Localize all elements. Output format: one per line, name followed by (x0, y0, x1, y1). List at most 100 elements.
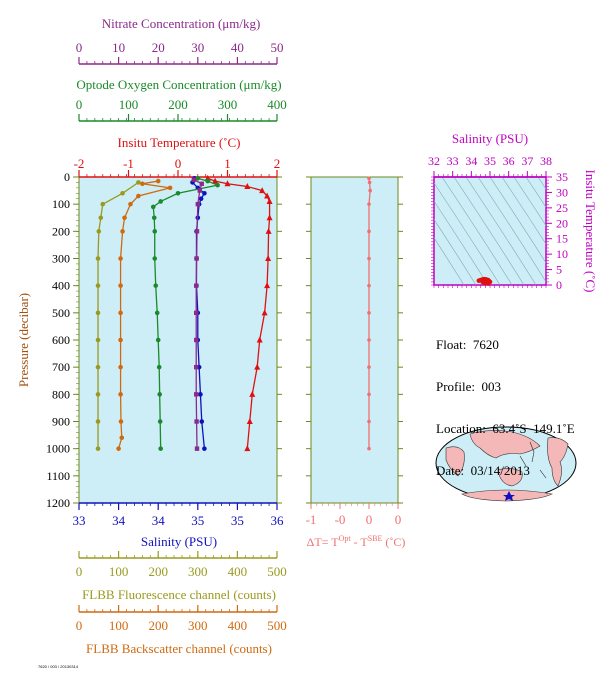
backscatter-data-point (118, 337, 123, 343)
oxygen-data-point (151, 215, 157, 221)
anomaly-tick-label: 0 (366, 512, 373, 527)
fluorescence-tick-label: 200 (148, 564, 168, 579)
figure-credit: 7620 / 003 / 20130314 (38, 664, 79, 669)
nitrate-data-point (191, 177, 197, 182)
backscatter-data-point (118, 310, 123, 316)
salinity-data-point (198, 196, 204, 202)
oxygen-data-point (175, 191, 181, 196)
pressure-tick-label: 100 (52, 197, 70, 211)
anomaly-data-point (367, 419, 371, 424)
pressure-tick-label: 400 (52, 279, 70, 293)
fluorescence-data-point (98, 215, 104, 221)
nitrate-data-point (199, 181, 204, 186)
temperature-data-point (244, 445, 251, 452)
fluorescence-tick-label: 500 (267, 564, 287, 579)
ts-temperature-title: Insitu Temperature (˚C) (583, 169, 598, 292)
fluorescence-tick-label: 100 (109, 564, 129, 579)
salinity-data-point (202, 191, 207, 196)
profile-number: Profile: 003 (436, 379, 501, 394)
pressure-tick-label: 200 (52, 224, 70, 238)
ts-data-point (480, 279, 485, 285)
temperature-data-point (249, 390, 256, 397)
oxygen-tick-label: 200 (168, 97, 188, 112)
anomaly-data-point (367, 365, 371, 369)
float-info-block: Float: 7620 Profile: 003 Location: 63.4˚… (436, 310, 575, 492)
ts-y-tick-label: 0 (556, 278, 562, 292)
nitrate-data-point (194, 392, 199, 397)
temperature-tick-label: -1 (123, 156, 134, 171)
fluorescence-tick-label: 300 (188, 564, 208, 579)
ts-density-contour (441, 177, 513, 285)
anomaly-data-point (367, 283, 371, 288)
backscatter-tick-label: 500 (267, 618, 287, 633)
oxygen-tick-label: 0 (76, 97, 83, 112)
float-id: Float: 7620 (436, 337, 499, 352)
salinity-axis-title: Salinity (PSU) (141, 534, 217, 549)
fluorescence-data-point (95, 419, 101, 424)
anomaly-data-point (367, 392, 371, 397)
temperature-data-point (265, 255, 272, 261)
nitrate-tick-label: 20 (152, 40, 165, 55)
backscatter-data-point (167, 185, 173, 191)
ts-y-tick-label: 15 (556, 232, 568, 246)
ts-density-contour (434, 218, 477, 285)
fluorescence-data-point (95, 283, 101, 288)
salinity-data-point (199, 419, 205, 424)
ts-density-contour (489, 177, 546, 264)
fluorescence-data-point (95, 337, 101, 343)
fluorescence-data-point (95, 446, 101, 451)
series-layer (95, 174, 493, 452)
ts-x-tick-label: 34 (465, 154, 477, 168)
backscatter-tick-label: 400 (228, 618, 248, 633)
temperature-data-point (264, 282, 271, 289)
fluorescence-data-point (120, 191, 125, 196)
temperature-data-point (264, 192, 271, 199)
map-landmass-americas (547, 437, 569, 487)
ts-density-contour (525, 177, 546, 208)
nitrate-data-point (195, 201, 200, 207)
ts-density-contour (501, 177, 546, 245)
fluorescence-data-point (95, 256, 101, 261)
salinity-tick-label: 34 (152, 513, 166, 528)
backscatter-data-point (140, 181, 145, 187)
nitrate-data-point (194, 256, 199, 261)
ts-x-tick-label: 33 (447, 154, 459, 168)
ts-density-contour (434, 200, 489, 285)
temperature-data-point (261, 309, 268, 316)
ts-x-tick-label: 37 (521, 154, 533, 168)
pressure-tick-label: 600 (52, 333, 70, 347)
ts-density-contour (465, 177, 537, 285)
oxygen-data-point (153, 283, 159, 288)
ts-x-tick-label: 32 (428, 154, 440, 168)
pressure-tick-label: 800 (52, 387, 70, 401)
salinity-tick-label: 35 (191, 513, 204, 528)
fluorescence-tick-label: 0 (76, 564, 83, 579)
salinity-tick-label: 33 (73, 513, 86, 528)
float-location-marker (503, 491, 515, 501)
world-map (435, 426, 577, 502)
backscatter-data-point (118, 364, 123, 370)
oxygen-data-point (155, 337, 161, 343)
oxygen-data-point (158, 446, 163, 451)
anomaly-data-point (367, 446, 371, 451)
ts-x-tick-label: 36 (503, 154, 515, 168)
temperature-data-point (244, 183, 251, 190)
oxygen-tick-label: 300 (218, 97, 238, 112)
pressure-tick-label: 900 (52, 415, 70, 429)
map-trenches (519, 441, 547, 479)
backscatter-data-point (118, 392, 123, 397)
oxygen-data-point (154, 310, 160, 316)
temperature-tick-label: 0 (175, 156, 182, 171)
map-landmass-africa (445, 446, 465, 477)
ts-density-contour (513, 177, 546, 227)
backscatter-tick-label: 200 (148, 618, 168, 633)
anomaly-data-point (367, 229, 371, 234)
oxygen-data-point (195, 176, 201, 181)
nitrate-data-point (197, 188, 202, 193)
pressure-tick-label: 1000 (46, 442, 70, 456)
pressure-axis-title: Pressure (decibar) (16, 293, 31, 387)
nitrate-data-point (194, 446, 200, 451)
nitrate-tick-label: 40 (231, 40, 244, 55)
backscatter-data-point (118, 419, 124, 424)
